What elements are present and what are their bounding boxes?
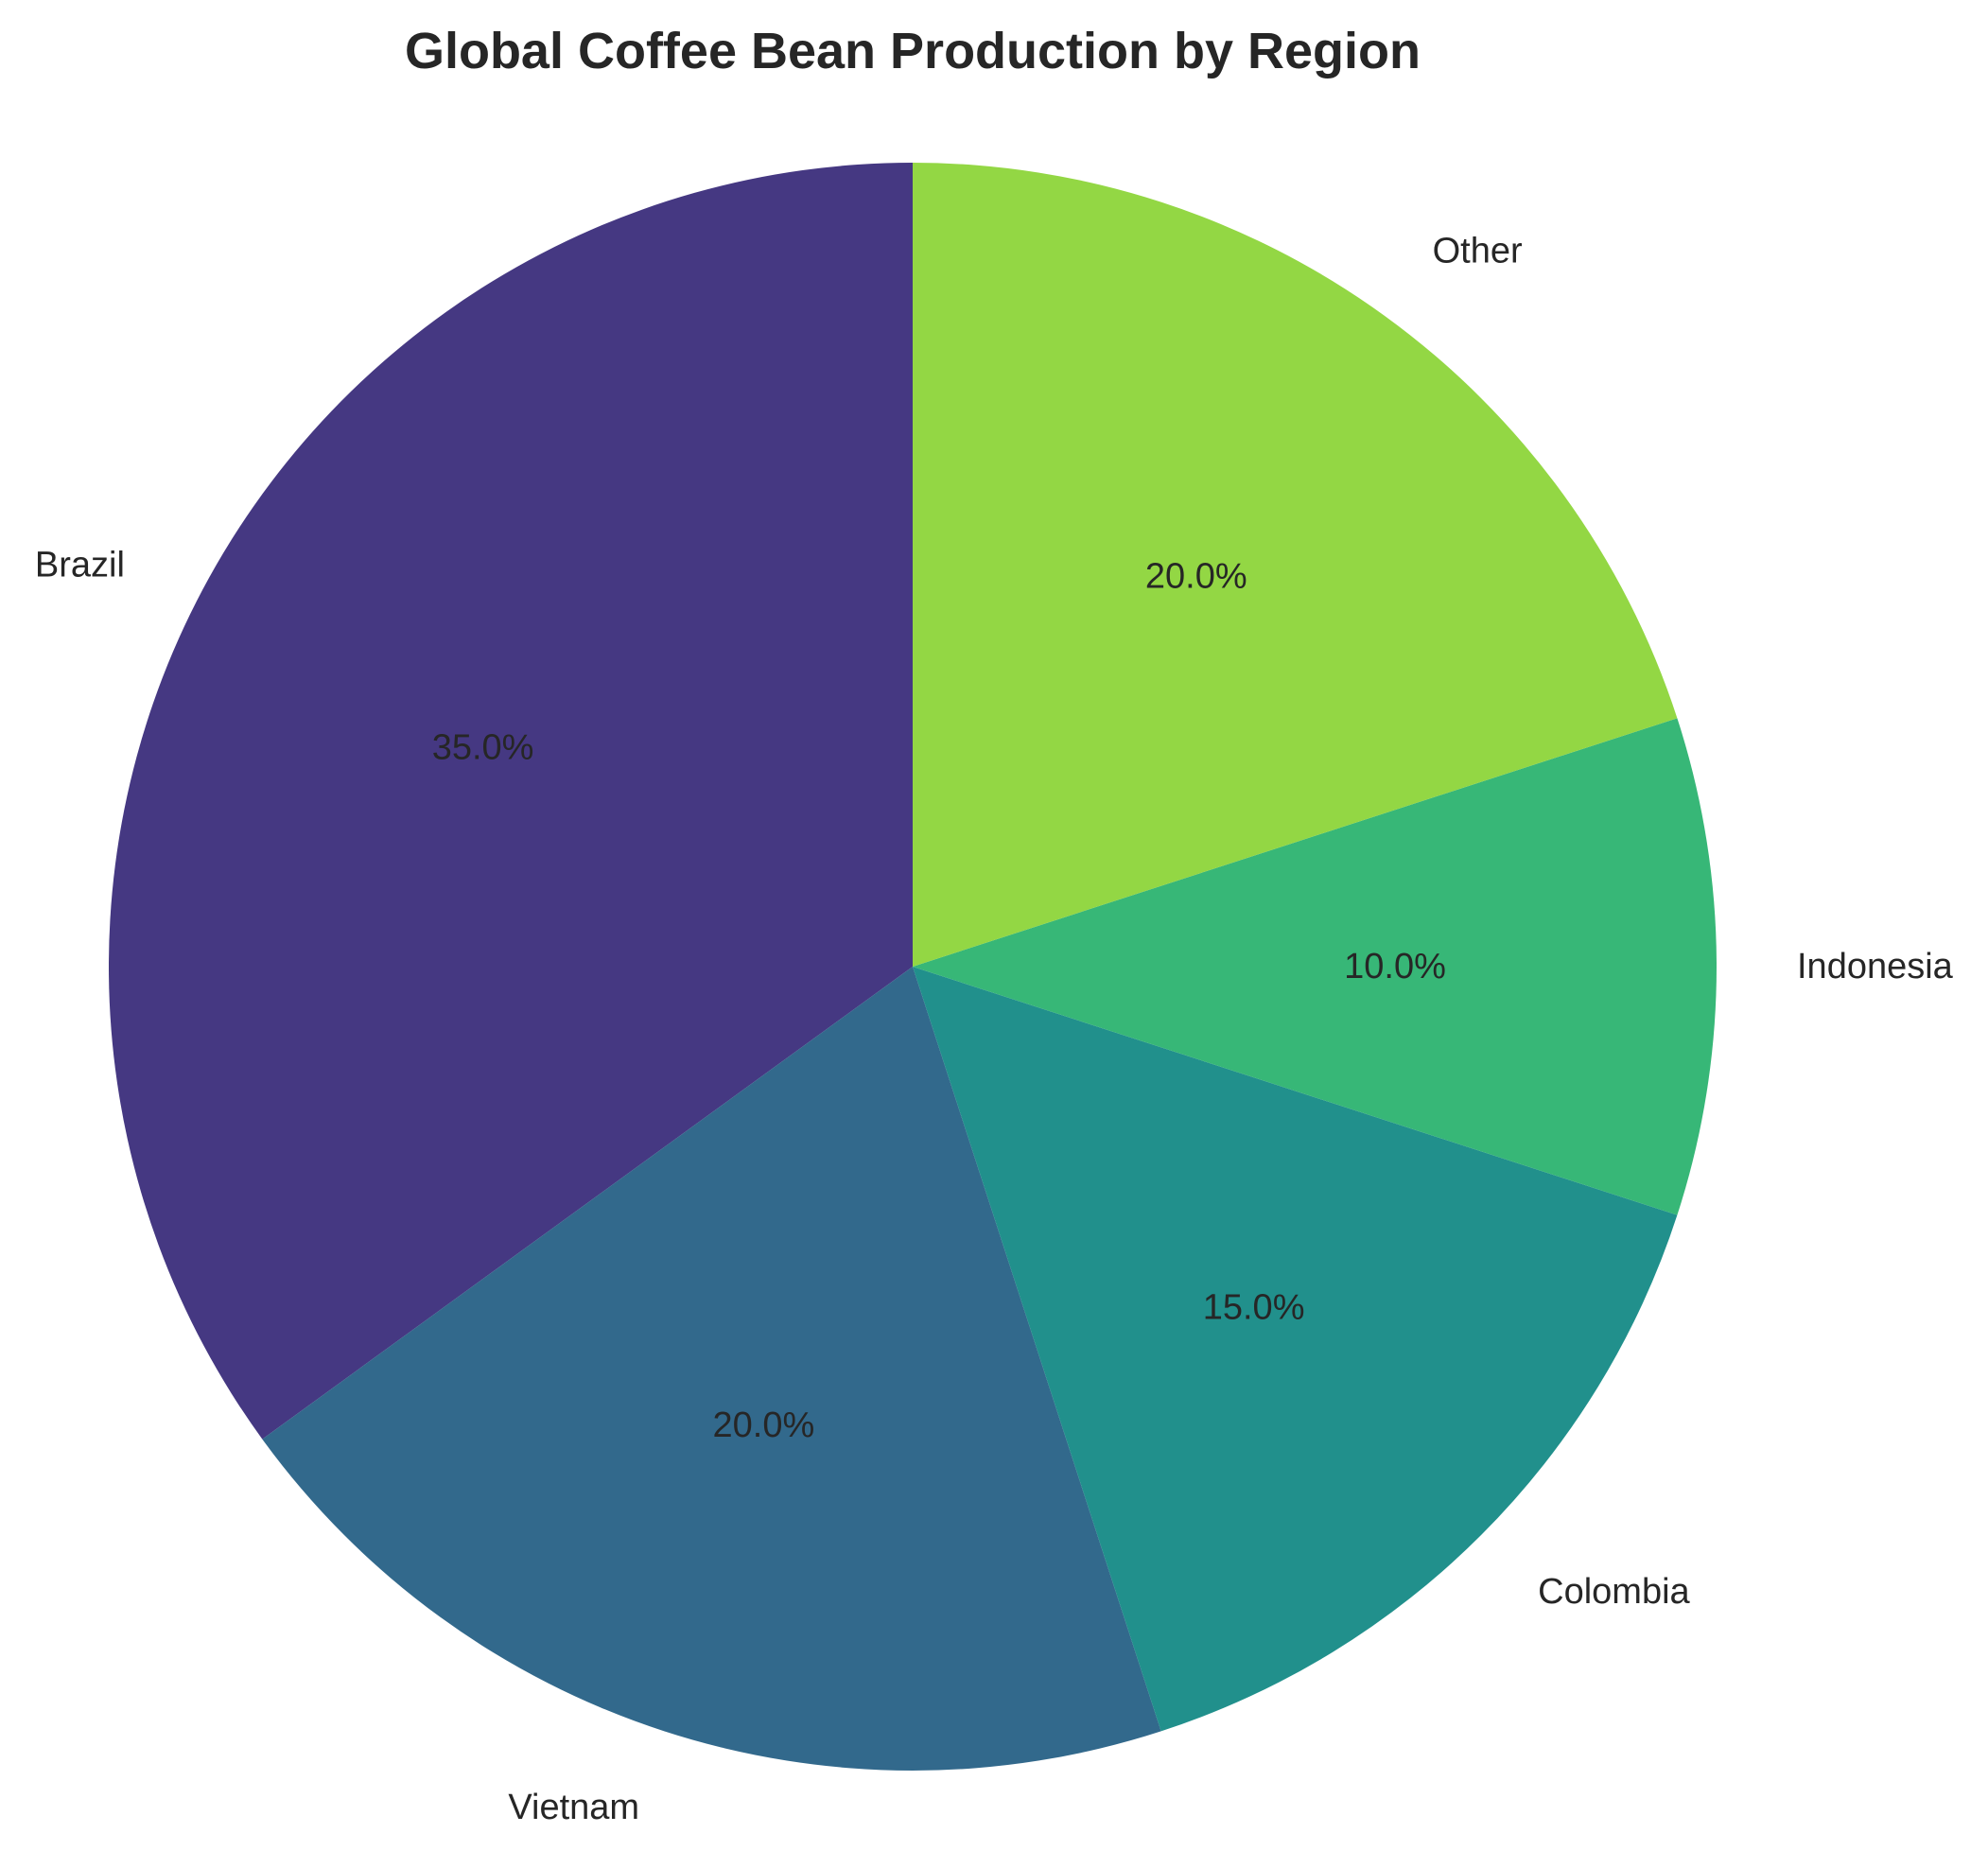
- pie-labels: Brazil 35.0% Vietnam 20.0% Colombia 15.0% Indo…: [35, 232, 1954, 1828]
- slice-other: [913, 163, 1678, 967]
- slice-label-other: Other: [1433, 232, 1523, 271]
- slice-label-colombia: Colombia: [1538, 1572, 1690, 1612]
- slice-brazil: [109, 163, 914, 1440]
- chart-title: Global Coffee Bean Production by Region: [405, 23, 1421, 79]
- percent-label-other: 20.0%: [1145, 556, 1247, 596]
- pie-slices: [109, 163, 1718, 1771]
- percent-label-colombia: 15.0%: [1203, 1288, 1305, 1328]
- slice-label-indonesia: Indonesia: [1797, 947, 1954, 986]
- slice-colombia: [913, 967, 1678, 1732]
- slice-label-brazil: Brazil: [35, 546, 125, 585]
- percent-label-vietnam: 20.0%: [713, 1405, 815, 1445]
- slice-indonesia: [913, 718, 1718, 1215]
- slice-label-vietnam: Vietnam: [508, 1788, 639, 1827]
- percent-label-indonesia: 10.0%: [1344, 947, 1446, 986]
- slice-vietnam: [262, 967, 1161, 1771]
- percent-label-brazil: 35.0%: [432, 727, 534, 767]
